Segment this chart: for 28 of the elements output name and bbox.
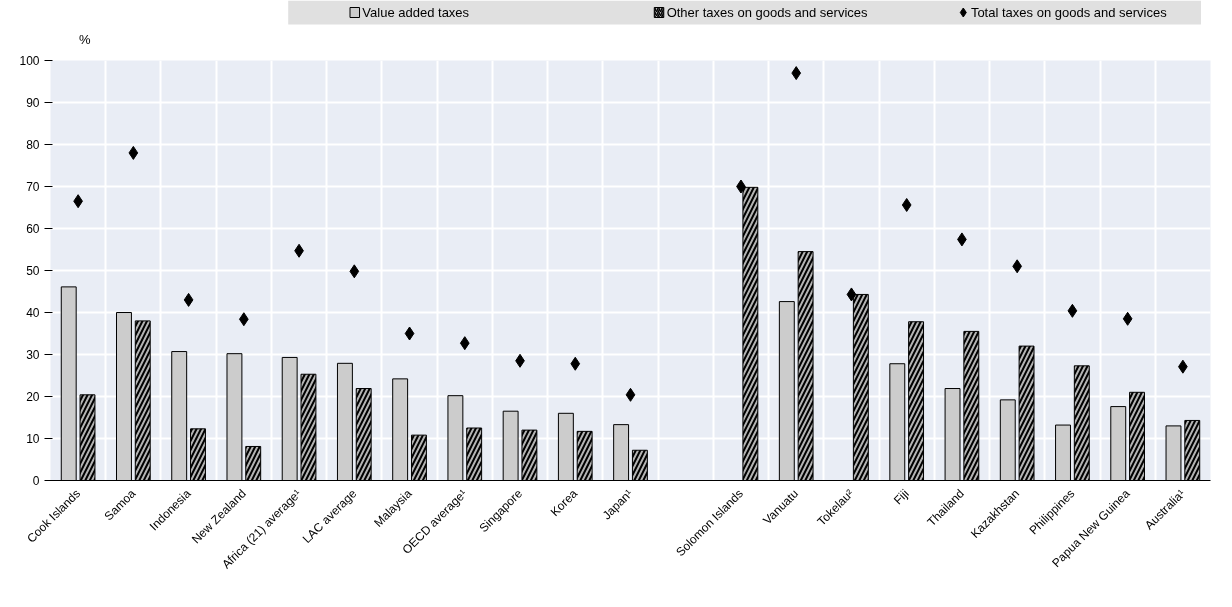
y-tick-label: 40 (26, 306, 40, 320)
point (1067, 303, 1078, 318)
legend-label: Total taxes on goods and services (970, 5, 1168, 20)
y-tick-label: 0 (32, 474, 40, 488)
y-tick-label: 80 (26, 138, 40, 152)
y-tick-label: 30 (26, 348, 40, 362)
point (791, 66, 802, 81)
y-axis-title: % (78, 31, 91, 47)
point (901, 197, 912, 212)
y-tick-label: 90 (26, 96, 40, 110)
point (846, 287, 857, 302)
y-tick-label: 100 (19, 54, 40, 68)
point (349, 264, 360, 279)
point (459, 336, 470, 351)
legend-label: Other taxes on goods and services (666, 5, 869, 20)
y-tick-label: 70 (26, 180, 40, 194)
point (128, 145, 139, 160)
y-tick-label: 60 (26, 222, 40, 236)
legend-label: Value added taxes (362, 5, 470, 20)
point (625, 387, 636, 402)
y-tick-label: 20 (26, 390, 40, 404)
point (1122, 311, 1133, 326)
point (183, 292, 194, 307)
y-tick-label: 50 (26, 264, 40, 278)
x-tick-label: Fiji (890, 486, 912, 508)
y-tick-label: 10 (26, 432, 40, 446)
point (404, 326, 415, 341)
point (570, 356, 581, 371)
